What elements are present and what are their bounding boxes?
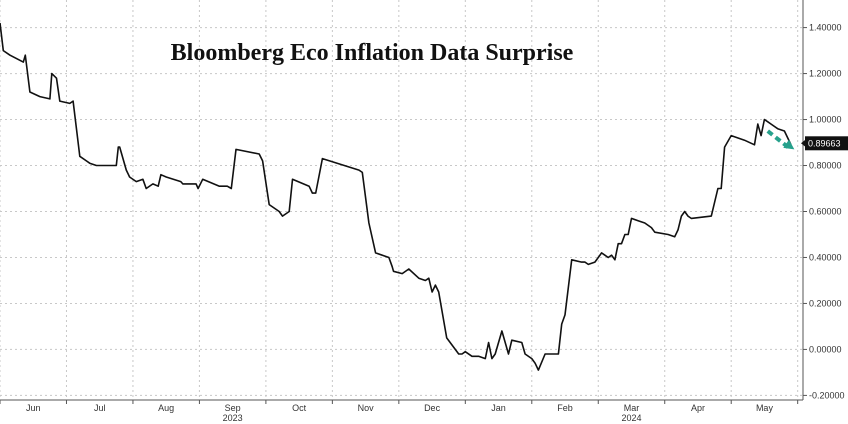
last-value-pointer <box>801 139 806 148</box>
x-tick-label: Apr <box>691 403 705 413</box>
y-tick-label: 1.20000 <box>809 69 842 79</box>
x-tick-label: Jan <box>491 403 506 413</box>
chart-grid <box>0 0 803 400</box>
x-year-label: 2024 <box>621 413 641 423</box>
series-line <box>0 22 792 371</box>
y-tick-label: 0.60000 <box>809 206 842 216</box>
annotation-arrow-shaft <box>766 129 790 149</box>
x-tick-label: Jul <box>94 403 106 413</box>
chart-title: Bloomberg Eco Inflation Data Surprise <box>171 40 574 66</box>
x-tick-label: Aug <box>158 403 174 413</box>
x-tick-label: Oct <box>292 403 307 413</box>
x-tick-label: Sep <box>225 403 241 413</box>
x-tick-label: Feb <box>557 403 573 413</box>
series-layer <box>0 22 792 371</box>
y-tick-label: 1.00000 <box>809 115 842 125</box>
y-tick-label: 0.80000 <box>809 161 842 171</box>
annotation-arrow-head <box>783 139 795 150</box>
x-axis: Jun Jul Aug Sep Oct Nov Dec Jan Feb Mar Apr May 2023… <box>0 400 799 423</box>
x-tick-label: Mar <box>624 403 640 413</box>
last-value-label: 0.89663 <box>808 138 841 148</box>
x-year-label: 2023 <box>223 413 243 423</box>
y-tick-label: 0.20000 <box>809 298 842 308</box>
last-value-badge <box>805 136 848 151</box>
y-tick-label: 0.40000 <box>809 252 842 262</box>
y-tick-label: -0.20000 <box>809 390 845 400</box>
x-tick-label: Dec <box>424 403 441 413</box>
x-tick-label: Nov <box>358 403 375 413</box>
trend-annotation <box>766 129 795 150</box>
x-tick-label: Jun <box>26 403 41 413</box>
y-axis: -0.20000 0.00000 0.20000 0.40000 0.60000 0.80… <box>801 23 848 400</box>
plot-border <box>0 0 804 401</box>
y-tick-label: 0.00000 <box>809 344 842 354</box>
x-tick-label: May <box>756 403 774 413</box>
y-tick-label: 1.40000 <box>809 23 842 33</box>
